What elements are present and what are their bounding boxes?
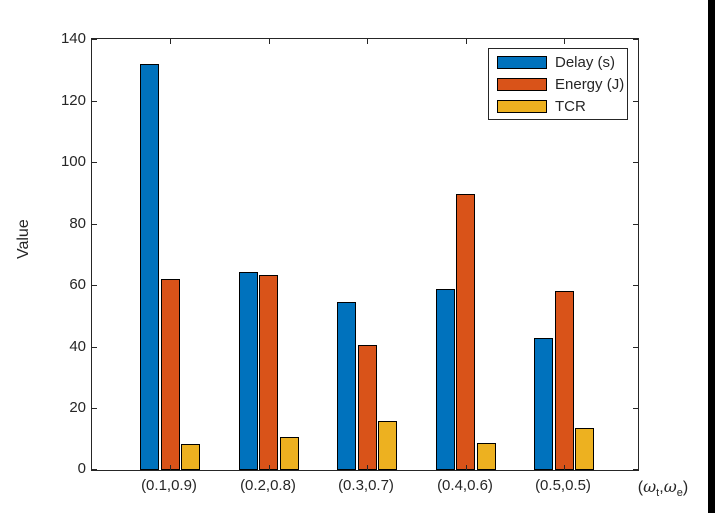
x-tick-bottom: [367, 465, 368, 470]
x-tick-bottom: [269, 465, 270, 470]
plot-area: Delay (s) Energy (J) TCR: [91, 38, 639, 471]
y-tick-label-40: 40: [69, 338, 86, 355]
legend-swatch-tcr: [497, 99, 547, 113]
legend: Delay (s) Energy (J) TCR: [488, 48, 628, 120]
legend-row-tcr: TCR: [489, 95, 627, 117]
x-tick-label-5: (0.5,0.5): [535, 477, 591, 494]
right-edge-strip: [708, 0, 715, 513]
y-tick-right: [633, 285, 638, 286]
y-tick-left: [92, 224, 97, 225]
x-tick-label-2: (0.2,0.8): [240, 477, 296, 494]
legend-label-energy-j: Energy (J): [555, 75, 625, 93]
bar-delay-s-5: [534, 338, 553, 470]
legend-swatch-delay-s: [497, 55, 547, 69]
x-tick-bottom: [466, 465, 467, 470]
bar-tcr-2: [279, 437, 299, 470]
x-axis-label: (ωt,ωe): [637, 477, 689, 500]
x-tick-top: [269, 39, 270, 44]
y-tick-left: [92, 162, 97, 163]
y-tick-right: [633, 39, 638, 40]
y-tick-label-20: 20: [69, 399, 86, 416]
y-tick-label-120: 120: [60, 92, 86, 109]
y-tick-label-80: 80: [69, 215, 86, 232]
y-tick-label-0: 0: [77, 460, 86, 477]
y-tick-right: [633, 224, 638, 225]
y-tick-label-100: 100: [60, 153, 86, 170]
y-tick-left: [92, 285, 97, 286]
x-tick-top: [564, 39, 565, 44]
legend-row-delay-s: Delay (s): [489, 51, 627, 73]
y-tick-right: [633, 347, 638, 348]
x-tick-bottom: [564, 465, 565, 470]
legend-swatch-energy-j: [497, 77, 547, 91]
bar-energy-j-4: [456, 194, 475, 470]
bar-tcr-4: [476, 443, 496, 470]
y-tick-left: [92, 101, 97, 102]
x-tick-label-1: (0.1,0.9): [141, 477, 197, 494]
y-axis-label: Value: [15, 219, 32, 259]
bar-tcr-3: [378, 421, 397, 470]
y-tick-right: [633, 408, 638, 409]
y-tick-left: [92, 347, 97, 348]
x-tick-top: [367, 39, 368, 44]
bar-delay-s-2: [238, 272, 258, 470]
y-tick-right: [633, 101, 638, 102]
legend-row-energy-j: Energy (J): [489, 73, 627, 95]
bar-energy-j-3: [357, 345, 377, 470]
y-tick-left: [92, 469, 97, 470]
x-tick-top: [466, 39, 467, 44]
y-tick-label-140: 140: [60, 30, 86, 47]
x-tick-bottom: [170, 465, 171, 470]
y-tick-left: [92, 408, 97, 409]
bar-tcr-5: [575, 428, 594, 470]
bar-delay-s-4: [435, 289, 455, 470]
bar-energy-j-2: [259, 275, 278, 470]
legend-label-tcr: TCR: [555, 97, 586, 115]
bar-tcr-1: [181, 444, 200, 470]
x-tick-top: [170, 39, 171, 44]
bar-delay-s-3: [337, 302, 356, 470]
y-tick-right: [633, 162, 638, 163]
y-tick-label-60: 60: [69, 276, 86, 293]
y-tick-right: [633, 469, 638, 470]
bar-energy-j-1: [160, 279, 180, 470]
bar-energy-j-5: [554, 291, 574, 470]
legend-label-delay-s: Delay (s): [555, 53, 616, 71]
y-tick-left: [92, 39, 97, 40]
x-tick-label-3: (0.3,0.7): [338, 477, 394, 494]
x-tick-label-4: (0.4,0.6): [437, 477, 493, 494]
bar-delay-s-1: [140, 64, 159, 470]
